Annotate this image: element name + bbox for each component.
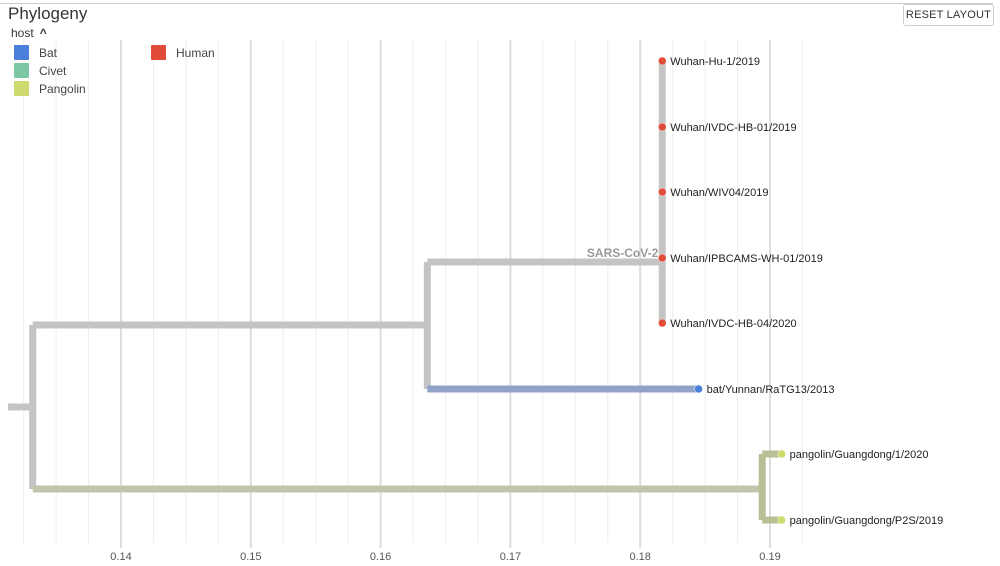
axis-tick-label: 0.14 [110,551,131,563]
legend-item-pangolin[interactable]: Pangolin [14,81,86,96]
tip-label: Wuhan/WIV04/2019 [670,187,768,199]
tip-label: Wuhan/IVDC-HB-01/2019 [670,122,796,134]
clade-label: SARS-CoV-2 [587,246,659,260]
legend-item-bat[interactable]: Bat [14,45,57,60]
tip-label: bat/Yunnan/RaTG13/2013 [707,384,835,396]
tip-label: Wuhan/IPBCAMS-WH-01/2019 [670,253,823,265]
reset-layout-button[interactable]: RESET LAYOUT [903,4,994,26]
axis-tick-label: 0.17 [500,551,521,563]
axis-tick-label: 0.16 [370,551,391,563]
legend-title: host [11,26,34,40]
civet-swatch [14,63,29,78]
tip-label: pangolin/Guangdong/P2S/2019 [790,515,944,527]
human-swatch [151,45,166,60]
legend-toggle[interactable]: host ^ [11,26,47,40]
legend-label: Pangolin [39,81,86,96]
tip-node [777,515,786,525]
axis-tick-label: 0.15 [240,551,261,563]
axis-tick-label: 0.18 [629,551,650,563]
tip-node [777,449,786,459]
tip-label: Wuhan-Hu-1/2019 [670,56,760,68]
bat-swatch [14,45,29,60]
tip-node [658,122,667,132]
legend-label: Bat [39,45,58,60]
chevron-up-icon: ^ [39,26,47,40]
axis-tick-label: 0.19 [759,551,780,563]
top-divider [0,3,993,4]
tip-node [658,253,667,263]
tip-node [658,56,667,66]
pangolin-swatch [14,81,29,96]
tip-label: Wuhan/IVDC-HB-04/2020 [670,318,796,330]
tip-label: pangolin/Guangdong/1/2020 [790,449,929,461]
legend-label: Civet [39,63,67,78]
legend-label: Human [176,45,215,60]
legend-item-civet[interactable]: Civet [14,63,66,78]
legend-item-human[interactable]: Human [151,45,215,60]
tip-node [658,318,667,328]
tip-node [658,187,667,197]
panel-title: Phylogeny [8,4,88,23]
tip-node [694,384,703,394]
